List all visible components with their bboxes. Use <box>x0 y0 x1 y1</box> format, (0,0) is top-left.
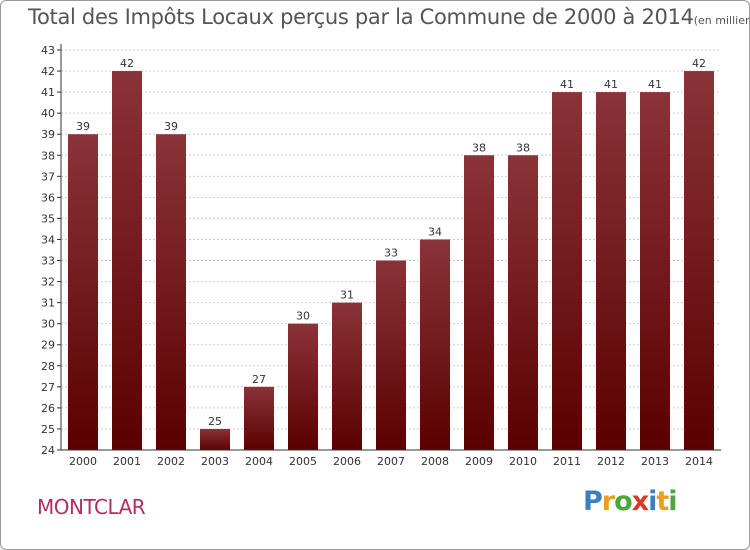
data-label: 31 <box>340 289 354 302</box>
bars <box>68 71 714 451</box>
data-label: 27 <box>252 373 266 386</box>
bar <box>200 428 230 450</box>
x-tick-label: 2002 <box>157 455 185 468</box>
x-tick-label: 2009 <box>465 455 493 468</box>
x-tick-label: 2001 <box>113 455 141 468</box>
y-tick-label: 41 <box>41 86 55 99</box>
y-tick-label: 31 <box>41 297 55 310</box>
y-tick-label: 39 <box>41 128 55 141</box>
data-label: 30 <box>296 310 310 323</box>
y-tick-label: 25 <box>41 423 55 436</box>
y-tick-label: 36 <box>41 191 55 204</box>
logo-letter: x <box>631 486 649 517</box>
bar <box>684 71 714 450</box>
x-tick-label: 2007 <box>377 455 405 468</box>
data-label: 42 <box>120 57 134 70</box>
y-tick-label: 43 <box>41 44 55 57</box>
data-label: 38 <box>516 141 530 154</box>
y-tick-label: 24 <box>41 444 55 457</box>
bar <box>420 239 450 450</box>
bar <box>112 71 142 450</box>
x-tick-label: 2014 <box>685 455 713 468</box>
labels: 24 25 26 27 28 29 30 31 32 33 34 35 36 37 38 39 40 41 42 43… <box>41 44 713 468</box>
commune-name: MONTCLAR <box>37 495 146 519</box>
data-label: 41 <box>604 78 618 91</box>
y-tick-label: 28 <box>41 360 55 373</box>
data-label: 38 <box>472 141 486 154</box>
bar <box>156 134 186 451</box>
unit-note: (en milliers d'€) <box>693 14 750 27</box>
x-tick-label: 2010 <box>509 455 537 468</box>
logo-letter: i <box>648 486 657 517</box>
x-tick-label: 2003 <box>201 455 229 468</box>
x-tick-label: 2012 <box>597 455 625 468</box>
y-tick-label: 26 <box>41 402 55 415</box>
logo-letter: o <box>614 486 633 517</box>
data-label: 33 <box>384 247 398 260</box>
y-tick-label: 33 <box>41 255 55 268</box>
bar <box>376 260 406 450</box>
bar <box>464 155 494 450</box>
proxiti-logo: Proxiti <box>583 486 678 517</box>
x-tick-label: 2006 <box>333 455 361 468</box>
y-tick-label: 27 <box>41 381 55 394</box>
x-tick-label: 2005 <box>289 455 317 468</box>
y-tick-label: 29 <box>41 339 55 352</box>
title-text: Total des Impôts Locaux perçus par la Co… <box>28 5 694 29</box>
logo-letter: P <box>583 486 603 517</box>
y-tick-label: 42 <box>41 65 55 78</box>
bar <box>332 302 362 450</box>
x-tick-label: 2004 <box>245 455 273 468</box>
axes <box>57 44 721 451</box>
data-label: 39 <box>164 120 178 133</box>
chart-title: Total des Impôts Locaux perçus par la Co… <box>28 5 750 29</box>
logo-letter: i <box>668 486 677 517</box>
data-label: 42 <box>692 57 706 70</box>
data-label: 34 <box>428 225 442 238</box>
y-tick-label: 37 <box>41 170 55 183</box>
y-tick-label: 35 <box>41 212 55 225</box>
x-tick-label: 2008 <box>421 455 449 468</box>
y-tick-label: 32 <box>41 276 55 289</box>
bar <box>508 155 538 450</box>
x-tick-label: 2013 <box>641 455 669 468</box>
x-tick-label: 2011 <box>553 455 581 468</box>
bar <box>640 92 670 451</box>
y-tick-label: 30 <box>41 318 55 331</box>
logo-letter: t <box>656 486 669 517</box>
data-label: 25 <box>208 415 222 428</box>
bar <box>552 92 582 451</box>
logo-letter: r <box>601 486 615 517</box>
bar <box>596 92 626 451</box>
data-label: 39 <box>76 120 90 133</box>
x-tick-label: 2000 <box>69 455 97 468</box>
y-tick-label: 34 <box>41 233 55 246</box>
data-label: 41 <box>648 78 662 91</box>
y-tick-label: 38 <box>41 149 55 162</box>
bar <box>68 134 98 451</box>
data-label: 41 <box>560 78 574 91</box>
bar <box>288 323 318 450</box>
bar <box>244 386 274 450</box>
y-tick-label: 40 <box>41 107 55 120</box>
